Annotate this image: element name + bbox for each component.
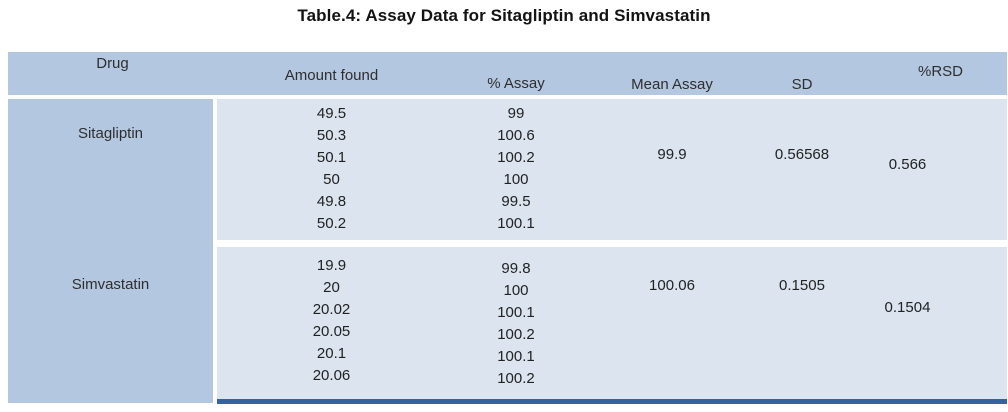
assay-value: 99 <box>507 105 525 122</box>
column-header-percent-assay: % Assay <box>487 75 545 92</box>
assay-data-table: Drug Amount found % Assay Mean Assay SD … <box>8 52 1007 404</box>
assay-value: 99.5 <box>501 193 531 210</box>
sd-sitagliptin: 0.56568 <box>774 146 830 163</box>
amount-value: 50.3 <box>316 127 347 144</box>
amount-found-values-sitagliptin: 49.5 50.3 50.1 50 49.8 50.2 <box>217 99 446 240</box>
percent-rsd-simvastatin: 0.1504 <box>846 247 1007 399</box>
rsd-value: 0.1504 <box>884 299 931 316</box>
drug-column-divider <box>213 99 217 404</box>
table-bottom-border <box>217 399 1007 404</box>
percent-assay-values-sitagliptin: 99 100.6 100.2 100 99.5 100.1 <box>446 99 586 240</box>
drug-name-simvastatin: Simvastatin <box>71 276 150 293</box>
amount-value: 20.05 <box>312 323 351 340</box>
table-row-sitagliptin: 49.5 50.3 50.1 50 49.8 50.2 99 100.6 100… <box>217 99 1007 240</box>
header-body-divider <box>8 95 1007 99</box>
mean-assay-simvastatin: 100.06 <box>649 277 695 294</box>
table-header-row: Drug Amount found % Assay Mean Assay SD … <box>8 52 1007 95</box>
mean-assay-sitagliptin: 99.9 <box>657 146 687 163</box>
table-title: Table.4: Assay Data for Sitagliptin and … <box>297 6 711 25</box>
assay-value: 100.2 <box>497 326 535 343</box>
amount-found-values-simvastatin: 19.9 20 20.02 20.05 20.1 20.06 <box>217 247 446 399</box>
amount-value: 50 <box>323 171 340 188</box>
drug-column: Sitagliptin Simvastatin <box>8 99 213 403</box>
assay-value: 100.2 <box>497 149 535 166</box>
percent-assay-values-simvastatin: 99.8 100 100.1 100.2 100.1 100.2 <box>446 247 586 399</box>
assay-value: 100 <box>503 171 529 188</box>
group-divider <box>217 240 1007 247</box>
column-header-mean-assay: Mean Assay <box>631 76 713 93</box>
sd-simvastatin: 0.1505 <box>779 277 825 294</box>
column-header-percent-rsd: %RSD <box>917 63 963 80</box>
drug-name-sitagliptin: Sitagliptin <box>77 125 144 142</box>
assay-value: 99.8 <box>501 260 531 277</box>
column-header-sd: SD <box>791 76 813 93</box>
data-columns: 49.5 50.3 50.1 50 49.8 50.2 99 100.6 100… <box>217 99 1007 404</box>
assay-value: 100.1 <box>497 348 535 365</box>
percent-rsd-sitagliptin: 0.566 <box>846 99 1007 240</box>
table-row-simvastatin: 19.9 20 20.02 20.05 20.1 20.06 99.8 100 … <box>217 247 1007 399</box>
rsd-value: 0.566 <box>888 156 927 173</box>
amount-value: 19.9 <box>316 257 347 274</box>
column-header-drug: Drug <box>96 55 129 72</box>
amount-value: 20.1 <box>316 345 347 362</box>
column-header-amount-found: Amount found <box>284 67 379 84</box>
assay-value: 100.6 <box>497 127 535 144</box>
amount-value: 49.5 <box>316 105 347 122</box>
amount-value: 20 <box>323 279 340 296</box>
amount-value: 49.8 <box>316 193 347 210</box>
amount-value: 20.06 <box>312 367 351 384</box>
assay-value: 100.2 <box>497 370 535 387</box>
assay-value: 100.1 <box>497 304 535 321</box>
assay-value: 100 <box>503 282 529 299</box>
amount-value: 50.2 <box>316 215 347 232</box>
amount-value: 50.1 <box>316 149 347 166</box>
assay-value: 100.1 <box>497 215 535 232</box>
amount-value: 20.02 <box>312 301 351 318</box>
table-body: Sitagliptin Simvastatin 49.5 50.3 50.1 5… <box>8 99 1007 404</box>
